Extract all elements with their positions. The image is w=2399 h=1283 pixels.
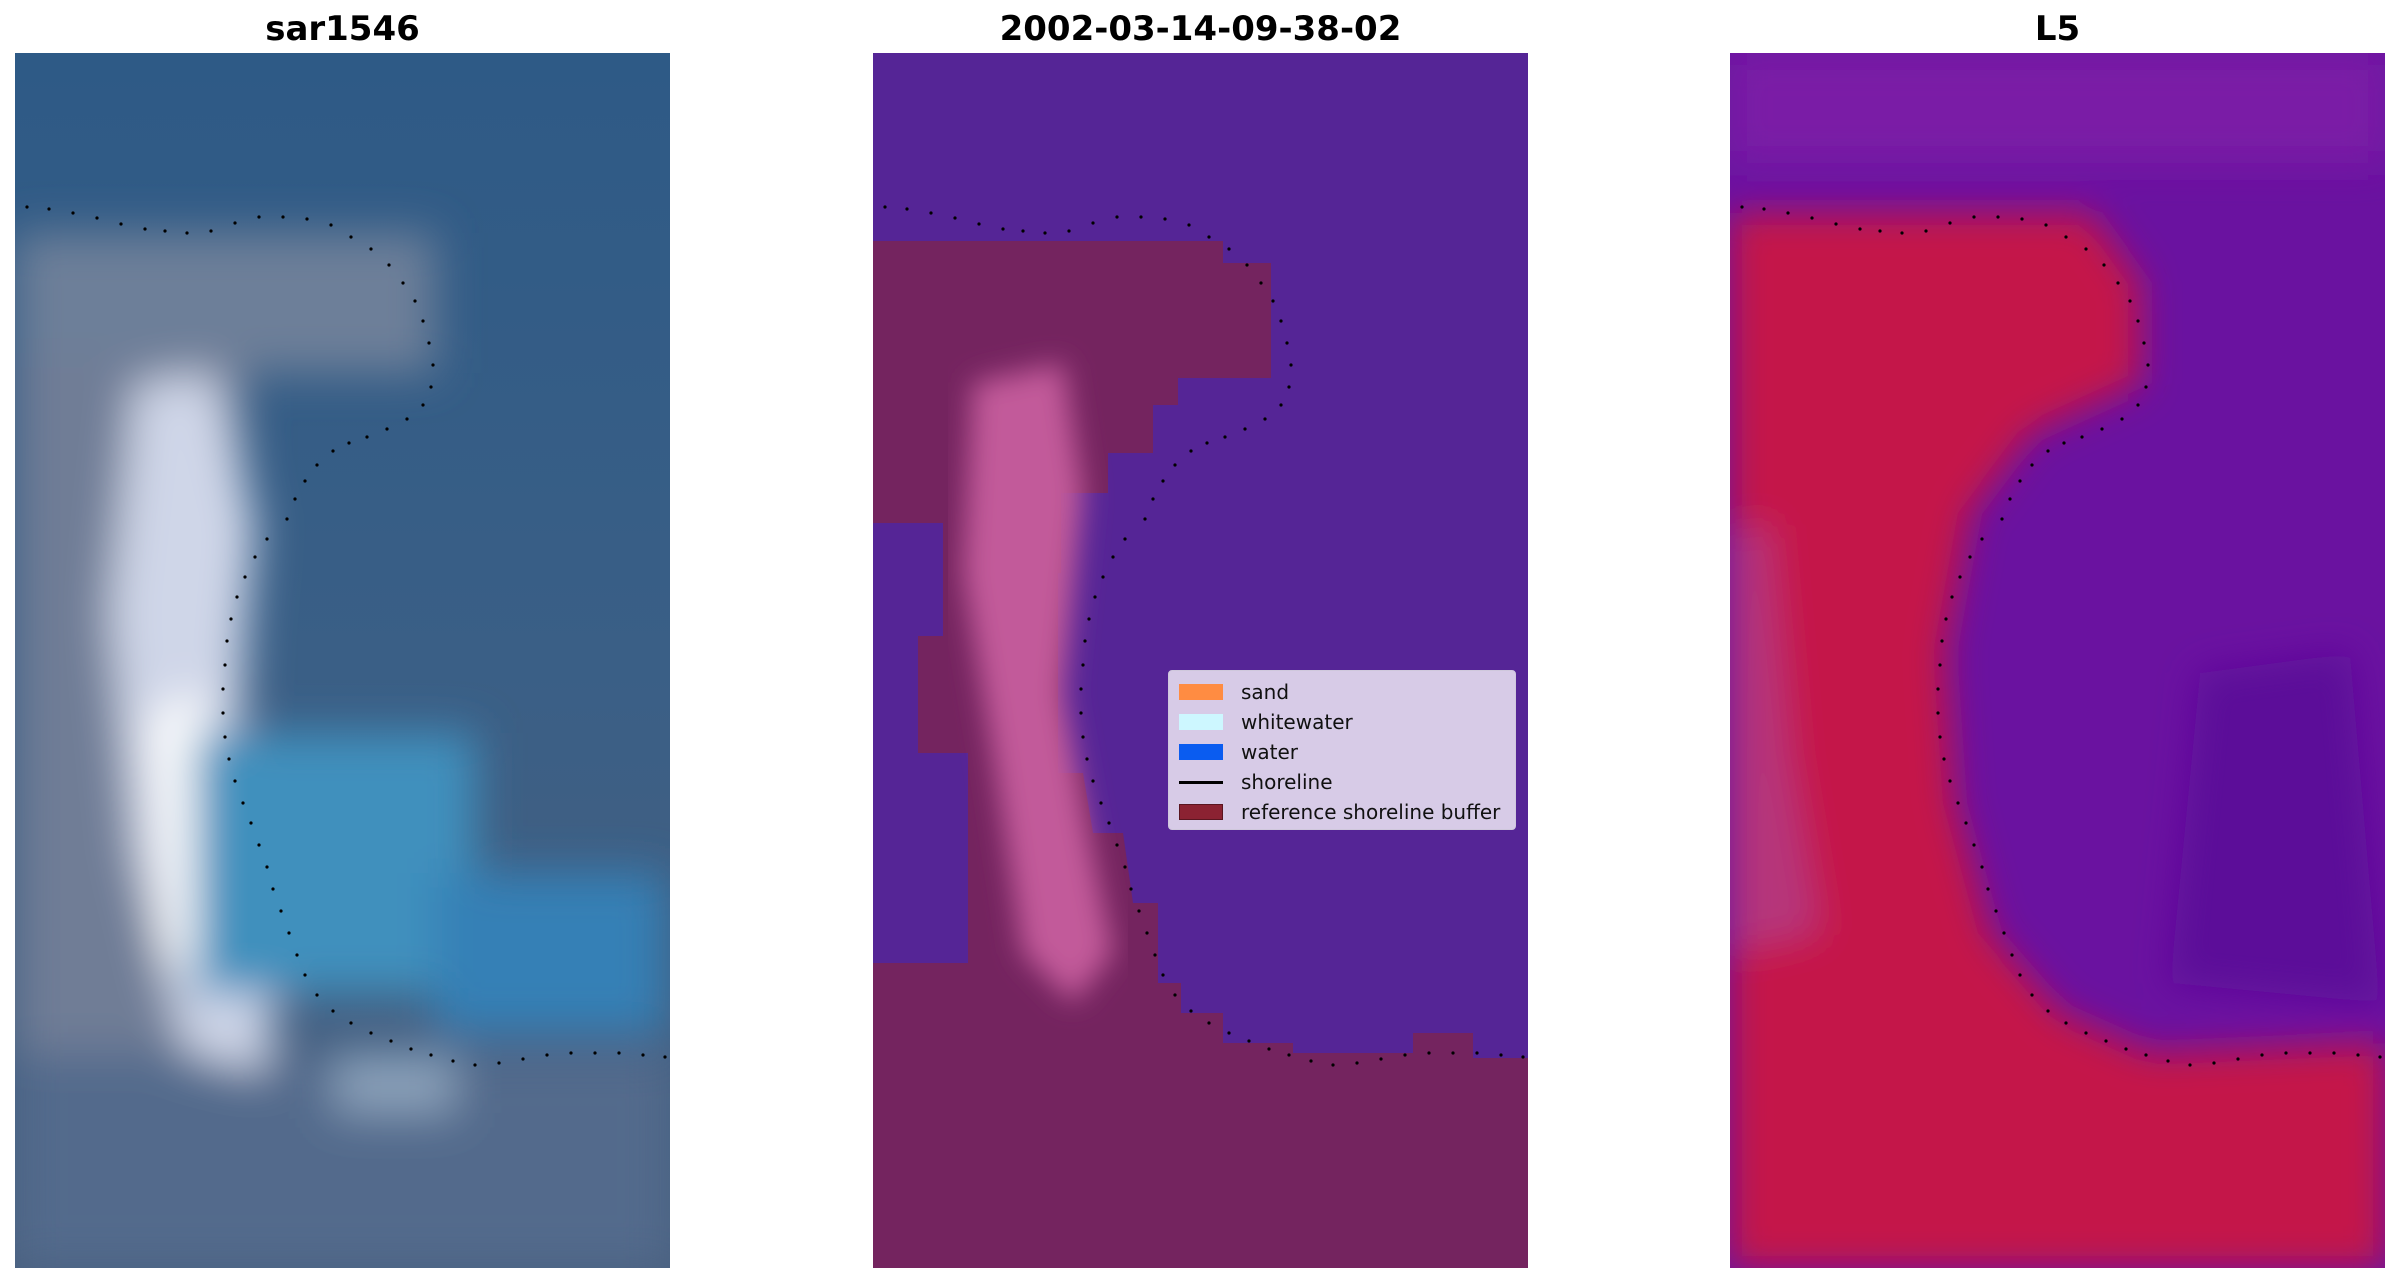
- buffer-swatch: [1179, 804, 1223, 820]
- panel-classified: 2002-03-14-09-38-02: [873, 9, 1528, 1268]
- legend-item-whitewater: whitewater: [1179, 707, 1505, 737]
- water-swatch: [1179, 744, 1223, 760]
- whitewater-swatch: [1179, 714, 1223, 730]
- classified-image: [873, 53, 1528, 1268]
- panel-title: L5: [2034, 9, 2081, 49]
- legend-label: whitewater: [1241, 710, 1353, 734]
- legend: sand whitewater water shoreline referenc…: [1168, 670, 1516, 830]
- index-image: [1730, 53, 2385, 1268]
- sand-swatch: [1179, 684, 1223, 700]
- shoreline-classified: [883, 205, 1525, 1067]
- legend-item-sand: sand: [1179, 677, 1505, 707]
- legend-label: reference shoreline buffer: [1241, 800, 1501, 824]
- panel-rgb: sar1546: [15, 9, 670, 1268]
- panel-index: L5: [1730, 9, 2385, 1268]
- shoreline-line-swatch: [1179, 780, 1223, 784]
- legend-item-shoreline: shoreline: [1179, 767, 1505, 797]
- legend-label: shoreline: [1241, 770, 1333, 794]
- legend-item-buffer: reference shoreline buffer: [1179, 797, 1505, 827]
- rgb-image: [15, 53, 670, 1268]
- panel-title: sar1546: [265, 9, 420, 49]
- shoreline-rgb: [25, 205, 667, 1067]
- legend-label: sand: [1241, 680, 1290, 704]
- legend-item-water: water: [1179, 737, 1505, 767]
- legend-label: water: [1241, 740, 1298, 764]
- panel-title: 2002-03-14-09-38-02: [999, 9, 1402, 49]
- shoreline-index: [1740, 205, 2382, 1067]
